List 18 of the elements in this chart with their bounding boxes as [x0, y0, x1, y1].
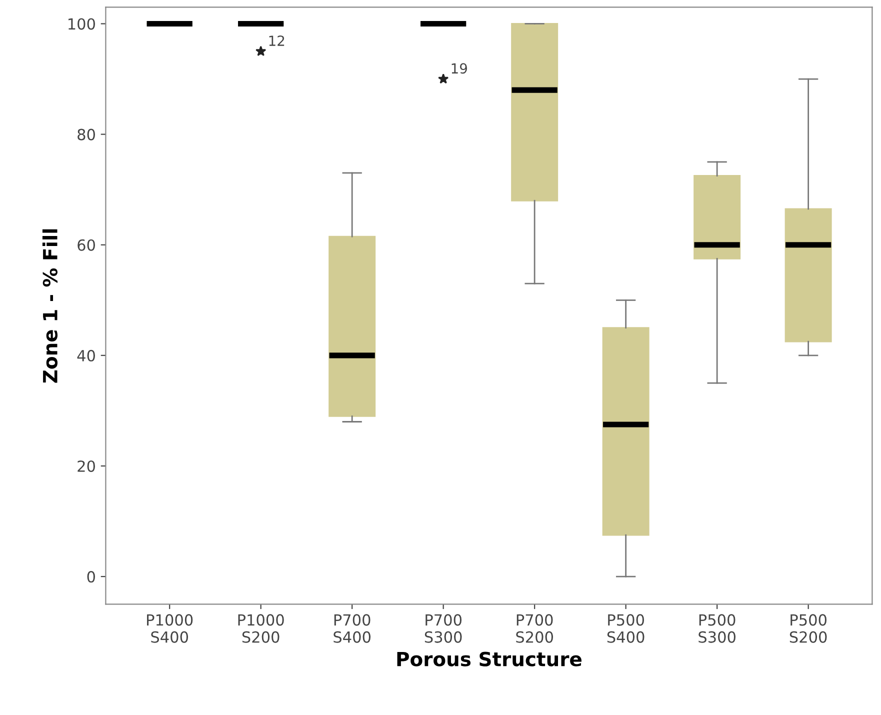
- annotation: 12: [269, 36, 284, 46]
- x-tick-label: P1000 S200: [238, 614, 284, 643]
- annotation: 19: [452, 63, 467, 74]
- x-tick-label: P500 S200: [790, 614, 827, 643]
- y-tick-label: 0: [87, 571, 95, 583]
- y-tick-label: 40: [77, 350, 95, 362]
- y-axis-title: Zone 1 - % Fill: [42, 229, 58, 383]
- x-tick-label: P500 S400: [607, 614, 644, 643]
- x-tick-label: P700 S200: [516, 614, 553, 643]
- y-tick-label: 60: [78, 239, 95, 251]
- y-tick-label: 100: [68, 18, 95, 30]
- x-tick-label: P700 S300: [424, 614, 462, 643]
- x-tick-label: P700 S400: [334, 614, 370, 643]
- y-tick-label: 80: [78, 128, 95, 140]
- x-tick-label: P500 S300: [698, 614, 736, 643]
- x-axis-title: Porous Structure: [397, 652, 582, 666]
- y-tick-label: 20: [78, 460, 95, 472]
- x-tick-label: P1000 S400: [147, 614, 193, 643]
